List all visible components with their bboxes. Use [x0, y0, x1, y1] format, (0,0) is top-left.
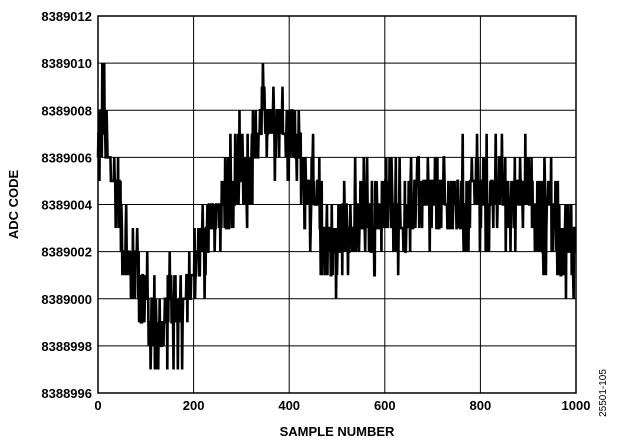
data-series: [96, 63, 577, 370]
y-tick-label: 8388996: [41, 386, 92, 401]
figure-id: 25501-105: [598, 369, 609, 417]
x-axis-label: SAMPLE NUMBER: [280, 424, 395, 439]
x-tick-labels: 0 200 400 600 800 1000: [94, 398, 590, 413]
x-tick-label: 0: [94, 398, 101, 413]
x-tick-label: 800: [470, 398, 492, 413]
x-tick-label: 200: [183, 398, 205, 413]
plot-frame: [97, 15, 577, 394]
y-axis-label: ADC CODE: [6, 170, 21, 240]
y-tick-label: 8389004: [41, 198, 92, 213]
y-tick-label: 8389012: [41, 9, 92, 24]
y-tick-labels: 8388996 8388998 8389000 8389002 8389004 83890…: [41, 9, 92, 401]
x-tick-label: 1000: [562, 398, 591, 413]
adc-code-trace: [96, 63, 577, 370]
y-tick-label: 8389006: [41, 150, 92, 165]
y-tick-label: 8389008: [41, 103, 92, 118]
x-tick-label: 600: [374, 398, 396, 413]
y-tick-label: 8389000: [41, 292, 92, 307]
y-tick-label: 8389010: [41, 56, 92, 71]
x-tick-label: 400: [278, 398, 300, 413]
y-tick-label: 8388998: [41, 339, 92, 354]
y-tick-label: 8389002: [41, 245, 92, 260]
